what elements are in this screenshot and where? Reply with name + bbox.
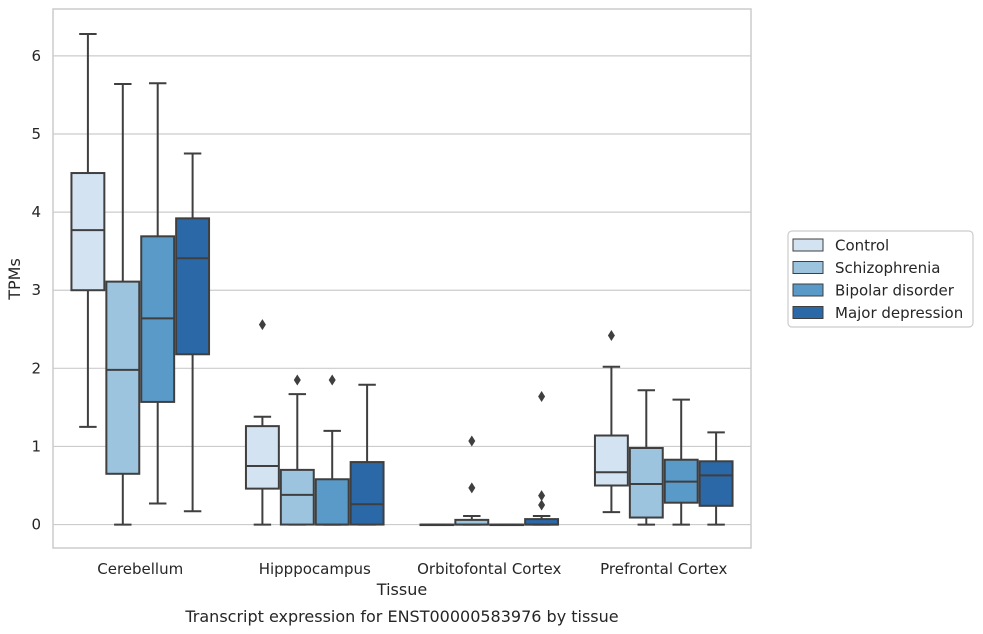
box-group bbox=[663, 398, 699, 526]
box-group bbox=[175, 152, 211, 513]
y-tick-label: 5 bbox=[31, 125, 41, 143]
plot-frame bbox=[52, 8, 752, 549]
box-group bbox=[524, 390, 560, 526]
box-group bbox=[628, 389, 664, 526]
legend-label: Bipolar disorder bbox=[835, 282, 955, 300]
box-group bbox=[349, 383, 385, 526]
box-group bbox=[279, 374, 315, 526]
legend-label: Major depression bbox=[835, 304, 963, 322]
box-group bbox=[140, 82, 176, 505]
outlier-marker bbox=[538, 390, 546, 402]
box bbox=[628, 447, 664, 519]
box-group bbox=[454, 435, 490, 526]
box bbox=[593, 434, 629, 487]
box bbox=[314, 478, 350, 526]
y-tick-label: 2 bbox=[31, 359, 41, 377]
x-axis-title: Tissue bbox=[376, 580, 427, 599]
outlier-marker bbox=[607, 330, 615, 342]
y-tick-label: 0 bbox=[31, 516, 41, 534]
x-tick-label: Hipppocampus bbox=[259, 560, 371, 578]
box-group bbox=[105, 82, 141, 526]
x-axis-ticks: Cerebellum Hipppocampus Orbitofontal Corte… bbox=[97, 560, 727, 578]
outlier-marker bbox=[328, 374, 336, 386]
box-group bbox=[593, 330, 629, 514]
figure-caption: Transcript expression for ENST0000058397… bbox=[184, 607, 618, 626]
box bbox=[70, 172, 106, 292]
box-group bbox=[70, 32, 106, 428]
legend-label: Control bbox=[835, 237, 889, 255]
x-tick-label: Orbitofontal Cortex bbox=[417, 560, 561, 578]
y-axis-ticks: 0 1 2 3 4 5 6 bbox=[31, 47, 41, 534]
outlier-marker bbox=[468, 435, 476, 447]
box-group bbox=[314, 374, 350, 526]
y-tick-label: 6 bbox=[31, 47, 41, 65]
outlier-marker bbox=[538, 490, 546, 502]
outlier-marker bbox=[293, 374, 301, 386]
box-group bbox=[244, 319, 280, 526]
box-group bbox=[698, 431, 734, 526]
outlier-marker bbox=[538, 499, 546, 511]
box bbox=[175, 217, 211, 356]
box bbox=[279, 468, 315, 526]
box-series bbox=[70, 32, 734, 527]
outlier-marker bbox=[468, 482, 476, 494]
x-tick-label: Prefrontal Cortex bbox=[600, 560, 727, 578]
outlier-marker bbox=[258, 319, 266, 331]
y-axis-title: TPMs bbox=[5, 258, 24, 301]
box bbox=[244, 425, 280, 490]
box bbox=[105, 280, 141, 475]
legend-swatch bbox=[792, 283, 824, 297]
legend-swatch bbox=[792, 238, 824, 252]
box bbox=[349, 461, 385, 526]
box-group bbox=[489, 523, 525, 527]
legend-frame bbox=[787, 230, 974, 328]
legend-swatch bbox=[792, 306, 824, 319]
x-tick-label: Cerebellum bbox=[97, 560, 183, 578]
legend: Control Schizophrenia Bipolar disorder Majo… bbox=[787, 230, 974, 328]
box-group bbox=[419, 523, 455, 527]
y-tick-label: 4 bbox=[31, 203, 41, 221]
y-tick-label: 3 bbox=[31, 281, 41, 299]
legend-swatch bbox=[792, 261, 824, 274]
y-tick-label: 1 bbox=[31, 437, 41, 455]
box bbox=[698, 460, 734, 507]
legend-label: Schizophrenia bbox=[835, 259, 940, 277]
